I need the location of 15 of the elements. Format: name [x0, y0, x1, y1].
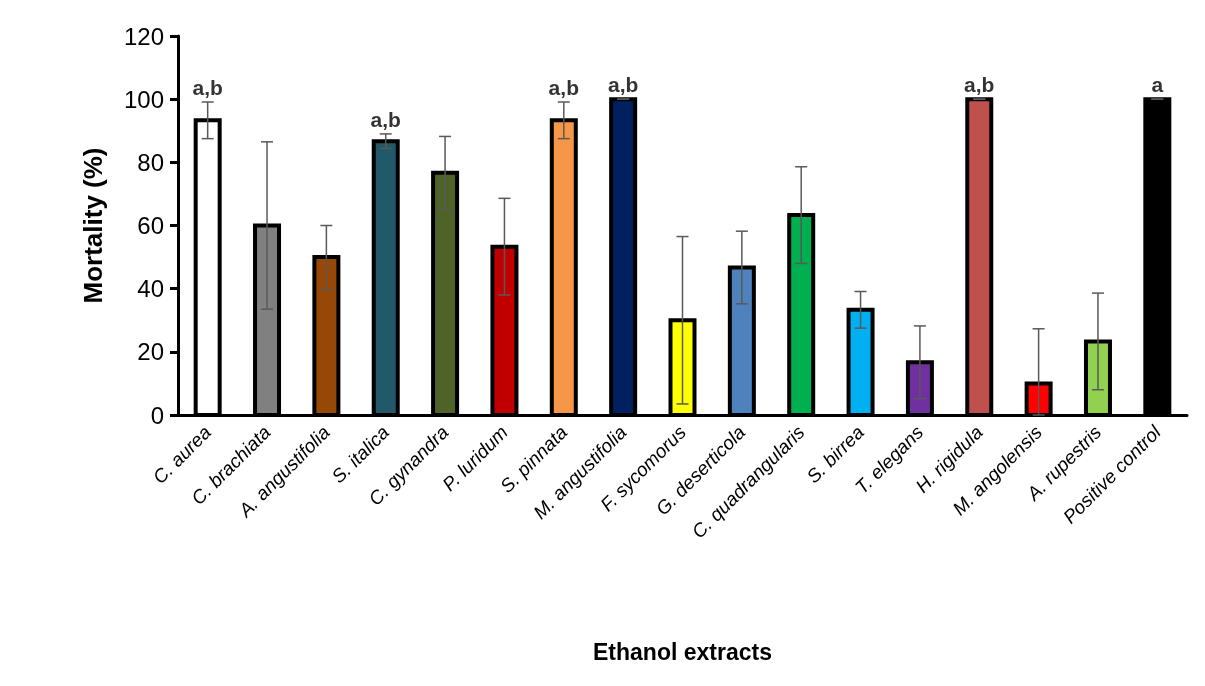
annotation: a,b [964, 73, 995, 97]
y-tick-label: 80 [137, 148, 164, 176]
annotation: a,b [370, 107, 401, 131]
x-axis-title: Ethanol extracts [593, 638, 772, 665]
y-tick-label: 20 [137, 338, 164, 366]
y-axis-title: Mortality (%) [78, 147, 108, 304]
y-tick-label: 120 [123, 22, 164, 50]
y-tick-label: 0 [150, 401, 164, 429]
y-tick-label: 60 [137, 212, 164, 239]
annotation: a,b [548, 76, 579, 100]
y-tick-label: 40 [137, 275, 164, 303]
y-tick-label: 100 [123, 85, 164, 113]
annotation: a,b [607, 73, 639, 97]
annotation: a [1151, 73, 1164, 97]
annotation: a,b [192, 76, 223, 100]
